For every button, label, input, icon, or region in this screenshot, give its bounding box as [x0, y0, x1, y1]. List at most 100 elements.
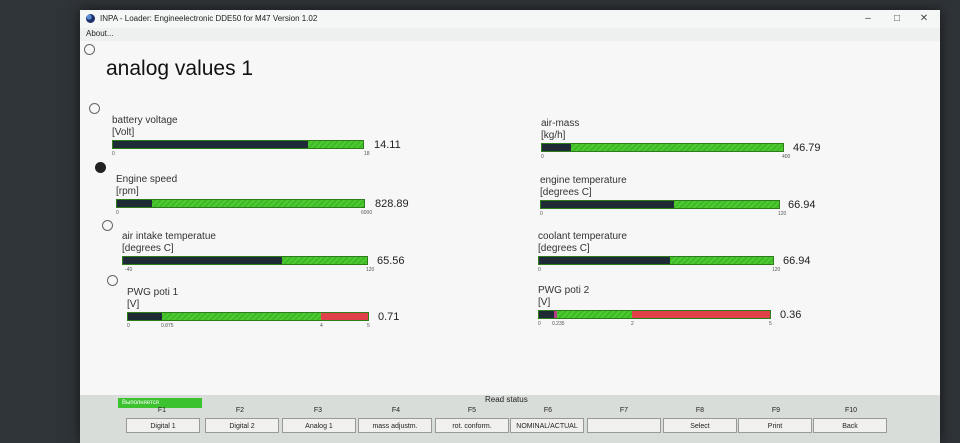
gauge-min-label: 0: [112, 151, 115, 157]
gauge-value: 0.36: [780, 309, 802, 321]
gauge-bar: [541, 143, 784, 152]
maximize-button[interactable]: □: [893, 13, 901, 24]
rot-conform-button[interactable]: rot. conform.: [435, 418, 509, 433]
fkey-label-f9: F9: [771, 407, 781, 414]
gauge-value: 65.56: [377, 255, 405, 267]
gauge-value: 66.94: [788, 199, 816, 211]
gauge-bar: [112, 140, 364, 149]
gauge-name: Engine speed: [116, 174, 178, 185]
main-content: analog values 1 battery voltage [Volt] 1…: [80, 41, 940, 395]
gauge-value: 0.71: [378, 311, 400, 323]
gauge-name: air-mass: [541, 118, 580, 129]
gauge-min-label: 0: [127, 323, 130, 329]
circle-marker-icon: [89, 103, 100, 114]
f7-button[interactable]: [587, 418, 661, 433]
gauge-unit: [degrees C]: [538, 243, 590, 254]
circle-marker-icon: [84, 44, 95, 55]
gauge-unit: [kg/h]: [541, 130, 566, 141]
gauge-fill: [123, 257, 282, 264]
gauge-red-zone: [632, 311, 770, 318]
circle-marker-icon: [95, 162, 106, 173]
gauge-min-label: 0: [116, 210, 119, 216]
fkey-label-f3: F3: [313, 407, 323, 414]
gauge-min-label: 0: [541, 154, 544, 160]
window-title: INPA - Loader: Engineelectronic DDE50 fo…: [100, 14, 318, 23]
gauge-name: coolant temperature: [538, 231, 627, 242]
page-title: analog values 1: [106, 57, 254, 80]
gauge-max-label: 6000: [361, 210, 373, 216]
gauge-max-label: 400: [782, 154, 791, 160]
fkey-label-f5: F5: [467, 407, 477, 414]
gauge-name: PWG poti 2: [538, 285, 590, 296]
circle-marker-icon: [107, 275, 118, 286]
fkey-label-f8: F8: [695, 407, 705, 414]
menu-bar: About...: [80, 28, 940, 41]
gauge-fill: [542, 144, 571, 151]
gauge-min-label: 0: [538, 267, 541, 273]
bmw-logo-icon: [86, 14, 95, 23]
minimize-button[interactable]: –: [865, 13, 871, 24]
gauge-warn-label: 2: [631, 321, 634, 327]
menu-about[interactable]: About...: [86, 29, 114, 38]
gauge-unit: [V]: [538, 297, 551, 308]
gauge-red-zone: [321, 313, 368, 320]
title-bar: INPA - Loader: Engineelectronic DDE50 fo…: [80, 10, 940, 28]
gauge-max-label: 120: [366, 267, 375, 273]
gauge-bar: [538, 310, 771, 319]
gauge-unit: [degrees C]: [540, 187, 592, 198]
fkey-label-f7: F7: [619, 407, 629, 414]
gauge-min-label: 0: [538, 321, 541, 327]
inpa-window: INPA - Loader: Engineelectronic DDE50 fo…: [80, 10, 940, 443]
gauge-max-label: 5: [367, 323, 370, 329]
gauge-name: PWG poti 1: [127, 287, 179, 298]
busy-indicator: Выполняется: [118, 398, 202, 408]
analog-1-button[interactable]: Analog 1: [282, 418, 356, 433]
gauge-fill: [539, 257, 671, 264]
gauge-max-label: 120: [772, 267, 781, 273]
mass-adjustm-button[interactable]: mass adjustm.: [358, 418, 432, 433]
gauge-max-label: 18: [364, 151, 370, 157]
gauge-value: 828.89: [375, 198, 409, 210]
gauge-fill: [128, 313, 162, 320]
circle-marker-icon: [102, 220, 113, 231]
fkey-label-f6: F6: [543, 407, 553, 414]
gauge-value: 14.11: [374, 139, 401, 151]
close-button[interactable]: ✕: [919, 13, 929, 24]
gauge-value: 66.94: [783, 255, 811, 267]
back-button[interactable]: Back: [813, 418, 887, 433]
fkey-label-f2: F2: [235, 407, 245, 414]
gauge-warn-label: 4: [320, 323, 323, 329]
gauge-bar: [122, 256, 368, 265]
gauge-fill: [541, 201, 675, 208]
nominal-actual-button[interactable]: NOMINAL/ACTUAL: [510, 418, 584, 433]
fkey-label-f4: F4: [391, 407, 401, 414]
gauge-fill: [113, 141, 308, 148]
gauge-name: battery voltage: [112, 115, 178, 126]
gauge-max-label: 120: [778, 211, 787, 217]
gauge-bar: [116, 199, 365, 208]
gauge-unit: [V]: [127, 299, 140, 310]
select-button[interactable]: Select: [663, 418, 737, 433]
digital-1-button[interactable]: Digital 1: [126, 418, 200, 433]
gauge-bar: [540, 200, 780, 209]
gauge-bar: [538, 256, 774, 265]
gauge-mid-label: 0.235: [552, 321, 565, 327]
gauge-fill: [539, 311, 556, 318]
fkey-label-f10: F10: [844, 407, 858, 414]
fkey-label-f1: F1: [157, 407, 167, 414]
gauge-min-label: -40: [125, 267, 133, 273]
gauge-max-label: 5: [769, 321, 772, 327]
gauge-unit: [rpm]: [116, 186, 139, 197]
digital-2-button[interactable]: Digital 2: [205, 418, 279, 433]
print-button[interactable]: Print: [738, 418, 812, 433]
gauge-unit: [Volt]: [112, 127, 135, 138]
gauge-value: 46.79: [793, 142, 821, 154]
gauge-mid-label: 0.875: [161, 323, 174, 329]
function-key-bar: Выполняется Read status F1 F2 F3 F4 F5 F…: [80, 395, 940, 443]
gauge-fill: [117, 200, 152, 207]
gauge-bar: [127, 312, 369, 321]
gauge-name: air intake temperatue: [122, 231, 216, 242]
gauge-unit: [degrees C]: [122, 243, 174, 254]
gauge-name: engine temperature: [540, 175, 627, 186]
gauge-marker: [554, 311, 557, 318]
